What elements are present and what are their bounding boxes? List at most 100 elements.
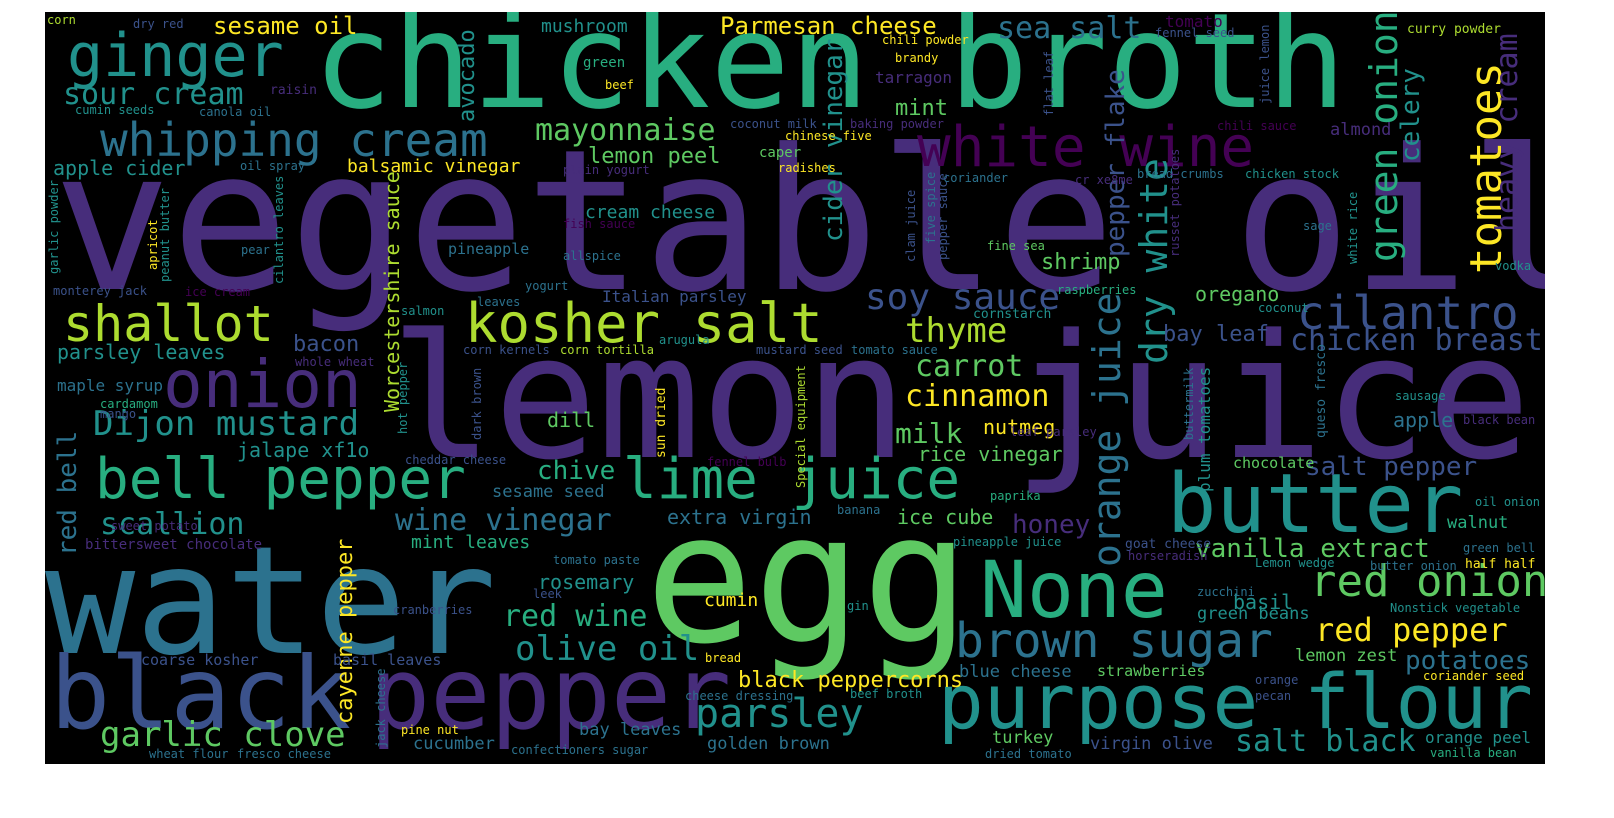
word-salmon: salmon: [401, 304, 445, 318]
word-fine-sea: fine sea: [987, 239, 1045, 253]
word-coriander-seed: coriander seed: [1423, 669, 1525, 683]
word-red-wine: red wine: [503, 599, 648, 634]
word-tomato-paste: tomato paste: [553, 553, 640, 567]
word-egg: egg: [645, 475, 971, 684]
word-rosemary: rosemary: [538, 570, 635, 594]
word-paprika: paprika: [990, 489, 1041, 503]
word-lemon-zest: lemon zest: [1295, 646, 1398, 666]
word-bread: bread: [705, 651, 742, 665]
word-cranberries: cranberries: [393, 603, 473, 617]
word-avocado: avocado: [455, 29, 480, 122]
word-ginger: ginger: [67, 21, 284, 91]
word-leaves: leaves: [477, 295, 521, 309]
word-salt-black: salt black: [1235, 724, 1416, 759]
word-kosher-salt: kosher salt: [465, 292, 823, 355]
word-vanilla-extract: vanilla extract: [1195, 534, 1430, 564]
word-brandy: brandy: [895, 51, 939, 65]
word-basil: basil: [1233, 590, 1294, 614]
word-gin: gin: [847, 599, 869, 613]
word-cilantro-leaves: cilantro leaves: [272, 175, 286, 284]
word-vanilla-bean: vanilla bean: [1430, 746, 1517, 760]
word-strawberries: strawberries: [1097, 662, 1206, 680]
word-pineapple-juice: pineapple juice: [953, 535, 1062, 549]
word-mayonnaise: mayonnaise: [535, 113, 716, 148]
word-coconut-milk: coconut milk: [730, 117, 817, 131]
word-sour-cream: sour cream: [63, 77, 244, 112]
word-raspberries: raspberries: [1057, 283, 1137, 297]
word-horseradish: horseradish: [1128, 549, 1208, 563]
word-caper: caper: [759, 145, 802, 161]
word-jalape-xf1o: jalape xf1o: [237, 438, 370, 462]
word-goat-cheese: goat cheese: [1125, 537, 1212, 552]
word-chili-powder: chili powder: [882, 33, 969, 47]
word-corn: corn: [47, 13, 76, 27]
word-queso-fresco: queso fresco: [1314, 344, 1329, 438]
word-buttermilk: buttermilk: [1182, 367, 1196, 440]
word-red-pepper: red pepper: [1315, 611, 1508, 649]
word-cilantro: cilantro: [1297, 286, 1519, 340]
word-black: black: [50, 635, 352, 752]
word-mint: mint: [895, 96, 948, 121]
word-pineapple: pineapple: [448, 240, 530, 258]
word-red-bell: red bell: [53, 430, 83, 556]
word-extra-virgin: extra virgin: [667, 505, 812, 529]
word-honey: honey: [1012, 510, 1091, 540]
word-chili-sauce: chili sauce: [1217, 119, 1297, 133]
word-butter-onion: butter onion: [1370, 559, 1457, 573]
word-monterey-jack: monterey jack: [53, 284, 147, 298]
word-cornstarch: cornstarch: [973, 307, 1052, 322]
word-whipping-cream: whipping cream: [100, 113, 488, 167]
word-whole-wheat: whole wheat: [295, 355, 375, 369]
word-yogurt: yogurt: [525, 279, 569, 293]
word-pecan: pecan: [1255, 689, 1292, 703]
word-beef-broth: beef broth: [850, 687, 923, 701]
word-parsley: parsley: [695, 691, 864, 737]
word-canola-oil: canola oil: [199, 105, 272, 119]
word-fresco-cheese: fresco cheese: [237, 747, 331, 761]
word-hot-pepper: hot pepper: [396, 361, 410, 434]
word-dijon-mustard: Dijon mustard: [93, 404, 360, 444]
word-cumin-seeds: cumin seeds: [75, 103, 155, 117]
word-cucumber: cucumber: [413, 734, 495, 754]
word-chive: chive: [537, 456, 616, 486]
word-radishes: radishes: [778, 161, 836, 175]
word-oregano: oregano: [1195, 282, 1280, 306]
word-apple: apple: [1393, 408, 1454, 432]
word-heavy-cream: heavy cream: [1490, 33, 1525, 232]
word-lemon: lemon: [390, 297, 908, 498]
word-red-onion: red onion: [1310, 556, 1545, 607]
word-golden-brown: golden brown: [707, 734, 830, 754]
word-parmesan-cheese: Parmesan cheese: [720, 12, 937, 40]
word-cayenne-pepper: cayenne pepper: [333, 538, 358, 724]
word-mango: mango: [100, 407, 137, 421]
word-green-beans: green beans: [1197, 604, 1310, 624]
word-allspice: allspice: [563, 249, 621, 263]
word-virgin-olive: virgin olive: [1090, 734, 1213, 754]
word-chicken-stock: chicken stock: [1245, 167, 1339, 181]
word-bittersweet-chocolate: bittersweet chocolate: [85, 537, 263, 553]
word-black-peppercorns: black peppercorns: [738, 668, 964, 693]
word-tarragon: tarragon: [875, 68, 953, 87]
word-garlic-powder: garlic powder: [47, 180, 61, 274]
word-carrot: carrot: [915, 349, 1024, 384]
word-cinnamon: cinnamon: [905, 379, 1050, 414]
word-walnut: walnut: [1447, 513, 1509, 533]
word-sesame-seed: sesame seed: [492, 482, 605, 502]
word-cream-cheese: cream cheese: [585, 202, 716, 223]
word-potatoes: potatoes: [1405, 646, 1531, 676]
word-beef: beef: [605, 78, 634, 92]
word-brown-sugar: brown sugar: [955, 613, 1273, 669]
word-leaf-parsley: leaf parsley: [1010, 425, 1097, 439]
word-parsley-leaves: parsley leaves: [57, 340, 226, 364]
word-dark-brown: dark brown: [470, 367, 484, 440]
word-olive-oil: olive oil: [515, 629, 700, 669]
word-green: green: [583, 55, 626, 71]
word-clam-juice: clam juice: [904, 189, 918, 262]
word-oil-spray: oil spray: [240, 159, 306, 173]
word-thyme: thyme: [905, 311, 1008, 351]
word-onion: onion: [163, 346, 362, 423]
word-plain-yogurt: plain yogurt: [563, 163, 650, 177]
word-curry-powder: curry powder: [1407, 22, 1501, 37]
word-mushroom: mushroom: [541, 16, 628, 37]
word-nutmeg: nutmeg: [983, 415, 1056, 439]
